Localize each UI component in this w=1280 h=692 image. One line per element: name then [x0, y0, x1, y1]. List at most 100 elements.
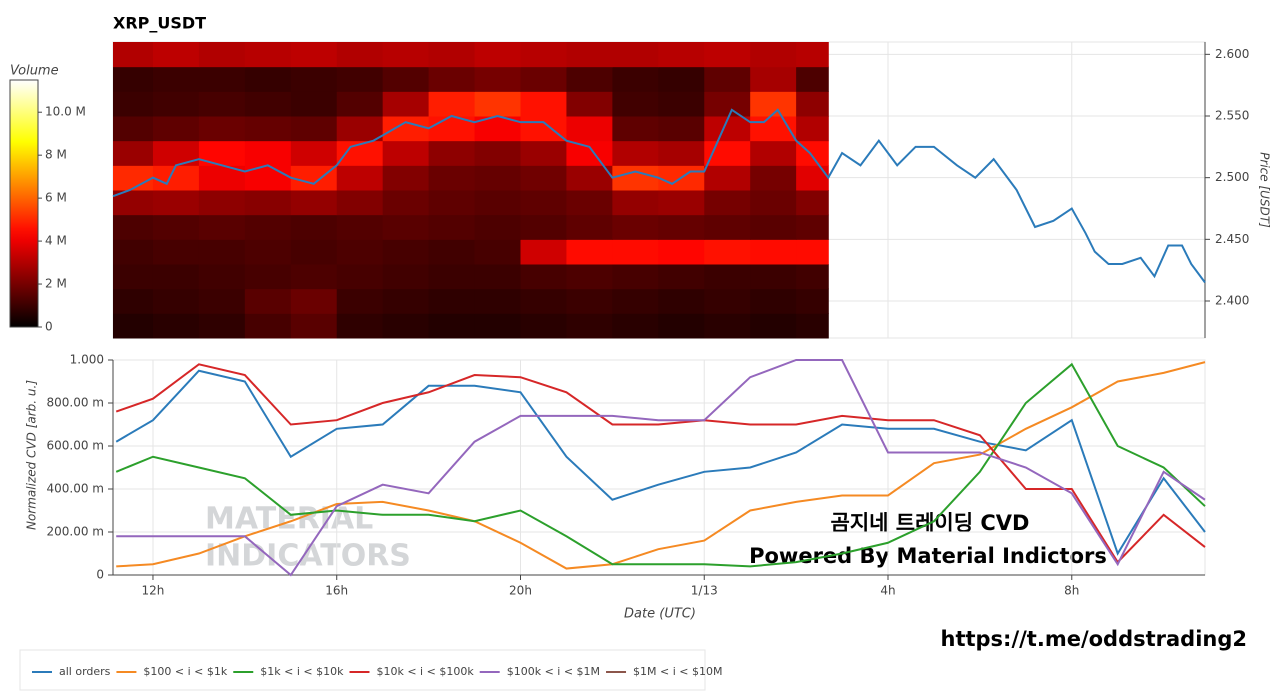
- heatmap-cell: [658, 66, 705, 92]
- x-axis-label: Date (UTC): [624, 607, 696, 622]
- heatmap-cell: [382, 165, 430, 191]
- heatmap-cell: [244, 239, 292, 265]
- heatmap-cell: [796, 214, 829, 240]
- heatmap-cell: [336, 42, 384, 68]
- heatmap-cell: [658, 239, 705, 265]
- x-tick-label: 12h: [142, 584, 165, 598]
- heatmap-cell: [612, 116, 659, 142]
- heatmap-cell: [566, 116, 613, 142]
- x-tick-label: 4h: [880, 584, 895, 598]
- y2-tick-label: 2.600: [1215, 47, 1249, 61]
- heatmap-cell: [152, 190, 200, 216]
- heatmap-cell: [113, 116, 154, 142]
- heatmap-cell: [474, 214, 521, 240]
- heatmap-cell: [658, 140, 705, 166]
- heatmap-cell: [474, 239, 521, 265]
- heatmap-cell: [704, 239, 751, 265]
- heatmap-cell: [244, 66, 292, 92]
- heatmap-cell: [612, 190, 659, 216]
- heatmap-cell: [520, 91, 567, 117]
- heatmap-cell: [750, 42, 797, 68]
- heatmap-cell: [198, 264, 246, 290]
- heatmap-cell: [152, 42, 200, 68]
- heatmap-cell: [290, 91, 338, 117]
- legend-label: $100k < i < $1M: [507, 665, 600, 678]
- heatmap-cell: [612, 42, 659, 68]
- heatmap-cell: [382, 288, 430, 314]
- heatmap-cell: [290, 313, 338, 339]
- y-tick-label: 600.00 m: [47, 439, 105, 453]
- heatmap-cell: [658, 313, 705, 339]
- heatmap-cell: [244, 313, 292, 339]
- heatmap-cell: [113, 42, 154, 68]
- annotation: Powered By Material Indictors: [749, 544, 1107, 568]
- heatmap-cell: [566, 190, 613, 216]
- heatmap-cell: [750, 214, 797, 240]
- heatmap-cell: [750, 239, 797, 265]
- heatmap-cell: [198, 91, 246, 117]
- heatmap-cell: [336, 214, 384, 240]
- colorbar-tick-label: 4 M: [45, 234, 67, 248]
- heatmap-cell: [566, 264, 613, 290]
- heatmap-cell: [566, 140, 613, 166]
- heatmap-cell: [244, 116, 292, 142]
- heatmap-cell: [113, 214, 154, 240]
- legend-label: all orders: [59, 665, 111, 678]
- heatmap-cell: [428, 214, 476, 240]
- series-line: [116, 361, 1206, 570]
- heatmap-cell: [244, 288, 292, 314]
- heatmap-cell: [244, 42, 292, 68]
- heatmap-cell: [290, 214, 338, 240]
- heatmap-cell: [520, 140, 567, 166]
- heatmap-cell: [336, 264, 384, 290]
- heatmap-cell: [612, 66, 659, 92]
- series-line: [115, 363, 1206, 564]
- heatmap-cell: [658, 190, 705, 216]
- heatmap-cell: [474, 140, 521, 166]
- heatmap-cell: [750, 66, 797, 92]
- y-tick-label: 200.00 m: [47, 525, 105, 539]
- heatmap-cell: [336, 165, 384, 191]
- heatmap-cell: [658, 214, 705, 240]
- y2-tick-label: 2.400: [1215, 294, 1249, 308]
- heatmap-cell: [152, 239, 200, 265]
- heatmap-cell: [750, 165, 797, 191]
- y2-tick-label: 2.500: [1215, 170, 1249, 184]
- legend-label: $10k < i < $100k: [376, 665, 474, 678]
- heatmap-cell: [152, 313, 200, 339]
- heatmap-cell: [474, 91, 521, 117]
- heatmap-cell: [750, 313, 797, 339]
- heatmap-cell: [198, 190, 246, 216]
- heatmap-cell: [658, 91, 705, 117]
- heatmap-cell: [382, 214, 430, 240]
- heatmap-cell: [704, 91, 751, 117]
- heatmap-cell: [566, 313, 613, 339]
- heatmap-cell: [336, 91, 384, 117]
- heatmap-cell: [290, 116, 338, 142]
- heatmap-cell: [336, 66, 384, 92]
- heatmap-cell: [704, 214, 751, 240]
- y-axis-label: Normalized CVD [arb. u.]: [25, 380, 39, 530]
- heatmap-cell: [113, 239, 154, 265]
- heatmap-cell: [520, 190, 567, 216]
- heatmap-cell: [704, 313, 751, 339]
- heatmap-cell: [566, 214, 613, 240]
- heatmap-cell: [474, 66, 521, 92]
- heatmap-cell: [566, 288, 613, 314]
- footer-link: https://t.me/oddstrading2: [941, 627, 1248, 651]
- heatmap-cell: [152, 140, 200, 166]
- heatmap-cell: [520, 288, 567, 314]
- heatmap-cell: [566, 42, 613, 68]
- heatmap-cell: [198, 214, 246, 240]
- heatmap-cell: [796, 264, 829, 290]
- heatmap-cell: [290, 66, 338, 92]
- y-tick-label: 0: [96, 568, 104, 582]
- heatmap-cell: [474, 288, 521, 314]
- heatmap-cell: [290, 239, 338, 265]
- colorbar-tick-label: 0: [45, 320, 53, 334]
- heatmap-cell: [612, 313, 659, 339]
- legend-box: [19, 649, 706, 691]
- heatmap-cell: [658, 264, 705, 290]
- heatmap-cell: [244, 190, 292, 216]
